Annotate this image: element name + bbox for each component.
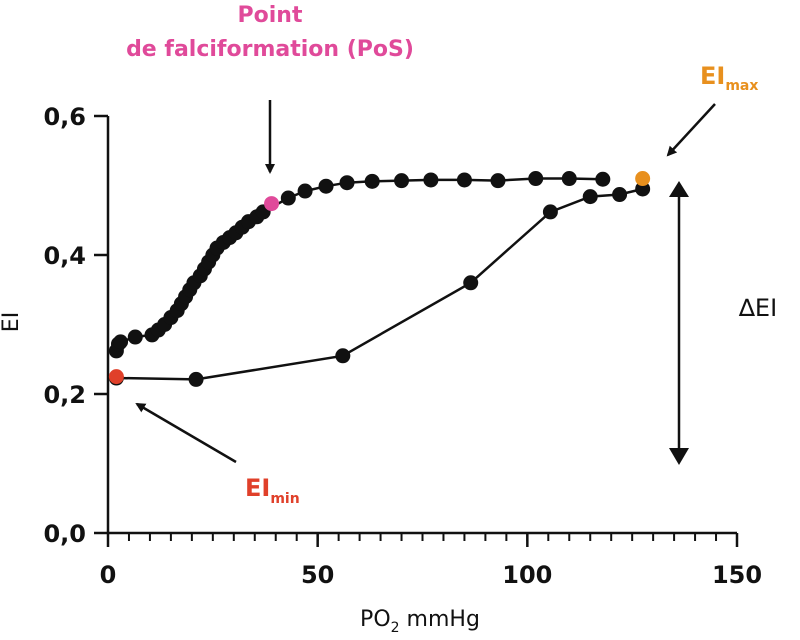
deoxygenation-point [394, 173, 410, 189]
deoxygenation-point [528, 171, 544, 187]
y-tick-label: 0,2 [43, 381, 86, 409]
deoxygenation-point [297, 183, 313, 199]
x-tick-label: 100 [502, 561, 552, 589]
x-tick-label: 0 [100, 561, 117, 589]
y-tick-label: 0,4 [43, 242, 86, 270]
pos-label-line2: de falciformation (PoS) [126, 37, 414, 62]
y-tick-label: 0,0 [43, 520, 86, 548]
reoxygenation-point [463, 275, 479, 291]
highlight-point-pos [264, 196, 280, 212]
deoxygenation-point [561, 171, 577, 187]
deoxygenation-point [490, 173, 506, 189]
eimax-label: EImax [700, 62, 758, 94]
delta-ei-label: ∆EI [738, 294, 777, 322]
reoxygenation-point [582, 189, 598, 205]
delta-ei-arrow-bottom [669, 448, 689, 465]
deoxygenation-point [339, 175, 355, 191]
reoxygenation-point [542, 204, 558, 220]
eimax-arrow [666, 103, 716, 157]
highlight-point-ei-max [635, 171, 651, 187]
reoxygenation-point [612, 187, 628, 203]
deoxygenation-point [456, 172, 472, 188]
deoxygenation-point [364, 173, 380, 189]
y-axis-title: EI [0, 312, 24, 332]
y-tick-label: 0,6 [43, 103, 86, 131]
deoxygenation-point [595, 171, 611, 187]
eimin-label: EImin [245, 474, 300, 507]
pos-label-line1: Point [238, 3, 303, 28]
deoxygenation-point [280, 190, 296, 206]
eimin-arrow [135, 402, 237, 464]
reoxygenation-point [188, 371, 204, 387]
highlight-points [108, 171, 651, 385]
delta-ei-arrow-top [669, 181, 689, 197]
x-axis-title: PO2 mmHg [360, 607, 480, 636]
data-points [108, 171, 651, 387]
reoxygenation-point [635, 181, 651, 197]
x-tick-label: 150 [712, 561, 762, 589]
x-tick-label: 50 [301, 561, 334, 589]
deoxygenation-point [423, 172, 439, 188]
deoxygenation-point [113, 334, 129, 350]
reoxygenation-point [335, 348, 351, 364]
deoxygenation-point [318, 178, 334, 194]
axis-ticks: 0 50 100 150 0,0 0,2 0,4 0,6 [43, 103, 762, 589]
deoxygenation-point [127, 329, 143, 345]
highlight-point-ei-min [108, 369, 124, 385]
deoxygenation-line [115, 177, 603, 352]
